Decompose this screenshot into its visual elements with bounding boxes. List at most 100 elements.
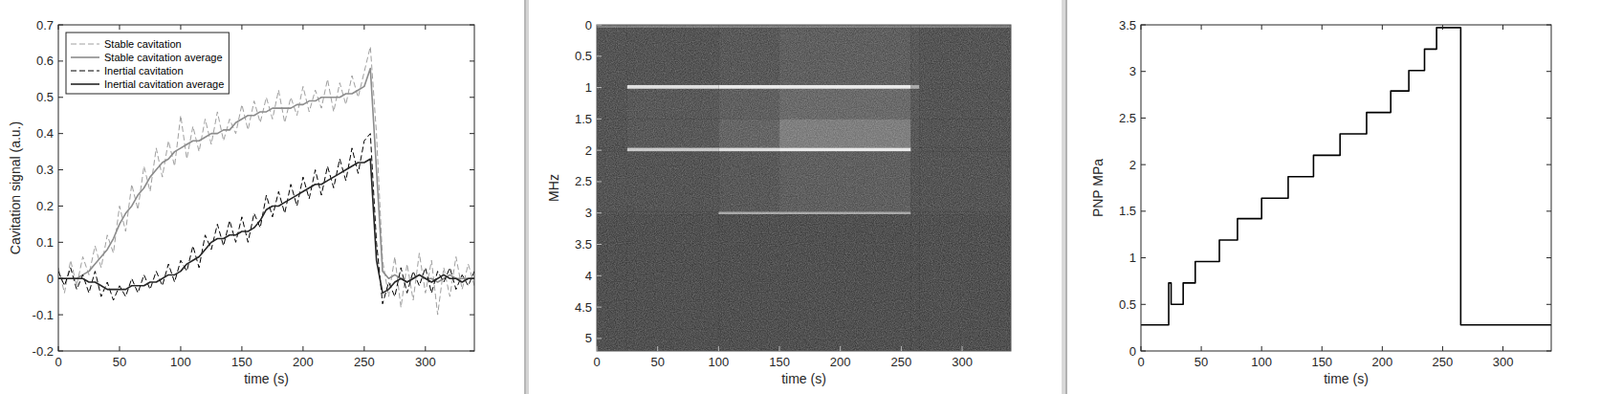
x-tick bbox=[718, 346, 720, 351]
y-tick bbox=[469, 205, 475, 207]
x-tick bbox=[1201, 24, 1203, 30]
y-tick bbox=[596, 55, 602, 57]
x-tick bbox=[241, 346, 242, 351]
x-tick bbox=[1321, 24, 1323, 30]
x-tick-label: 300 bbox=[951, 354, 973, 370]
legend-swatch bbox=[70, 70, 100, 72]
y-tick bbox=[469, 241, 475, 243]
x-tick bbox=[179, 346, 181, 351]
x-tick-label: 250 bbox=[1432, 354, 1454, 370]
y-tick-label: 2.5 bbox=[574, 174, 592, 189]
x-tick bbox=[241, 24, 242, 30]
x-tick-label: 250 bbox=[891, 354, 913, 370]
y-tick bbox=[469, 169, 475, 171]
chart-panel: 050100150200250300-0.2-0.100.10.20.30.40… bbox=[7, 18, 475, 388]
data-group bbox=[1140, 27, 1552, 326]
x-tick bbox=[424, 346, 426, 351]
legend-swatch bbox=[70, 43, 100, 45]
x-tick bbox=[1442, 24, 1444, 30]
axes-frame bbox=[58, 24, 475, 351]
x-tick-label: 250 bbox=[353, 354, 375, 370]
y-tick-label: 1 bbox=[585, 80, 592, 95]
x-tick-label: 0 bbox=[592, 354, 600, 370]
y-tick-label: 2.5 bbox=[1118, 110, 1137, 126]
x-tick bbox=[58, 24, 60, 30]
y-tick bbox=[58, 278, 64, 280]
x-axis-label: time (s) bbox=[1323, 371, 1369, 387]
axes-frame bbox=[596, 24, 1011, 351]
y-tick bbox=[596, 212, 602, 214]
noise-texture bbox=[596, 24, 1011, 351]
plot-area bbox=[58, 24, 475, 351]
x-tick-label: 100 bbox=[708, 354, 730, 370]
x-tick-label: 100 bbox=[1250, 354, 1272, 370]
x-tick-label: 50 bbox=[650, 354, 664, 370]
y-tick bbox=[1546, 210, 1552, 212]
x-tick bbox=[657, 346, 658, 351]
x-tick bbox=[58, 346, 60, 351]
y-tick-label: 4 bbox=[585, 268, 592, 284]
y-tick bbox=[1140, 164, 1146, 166]
x-tick bbox=[1261, 24, 1263, 30]
y-tick bbox=[596, 150, 602, 152]
x-tick-label: 50 bbox=[1194, 354, 1208, 370]
y-tick-label: 0.2 bbox=[36, 198, 54, 214]
legend-label: Inertial cavitation average bbox=[104, 78, 224, 90]
y-tick bbox=[1140, 257, 1146, 259]
y-tick bbox=[58, 314, 64, 316]
figure: 050100150200250300-0.2-0.100.10.20.30.40… bbox=[0, 0, 1600, 394]
plot-area bbox=[1140, 24, 1552, 351]
legend-label: Inertial cavitation bbox=[104, 65, 184, 77]
y-tick bbox=[596, 243, 602, 245]
panel-separator bbox=[524, 0, 529, 394]
y-tick bbox=[58, 205, 64, 207]
x-tick bbox=[900, 346, 902, 351]
x-axis-label: time (s) bbox=[243, 371, 289, 387]
y-tick-label: 3.5 bbox=[574, 237, 592, 252]
y-tick bbox=[1140, 117, 1146, 119]
x-tick bbox=[1502, 24, 1504, 30]
x-axis-label: time (s) bbox=[781, 371, 827, 387]
y-tick-label: 0.5 bbox=[36, 89, 54, 105]
y-tick bbox=[469, 278, 475, 280]
y-tick bbox=[596, 180, 602, 182]
y-tick-label: 4.5 bbox=[574, 300, 592, 315]
x-tick-label: 200 bbox=[292, 354, 314, 370]
x-tick bbox=[363, 346, 365, 351]
y-tick-label: 5 bbox=[585, 330, 592, 346]
x-tick-label: 0 bbox=[1137, 354, 1144, 370]
y-tick-label: 0 bbox=[585, 18, 592, 33]
x-tick bbox=[1201, 346, 1203, 351]
axes-frame bbox=[1140, 24, 1552, 351]
data-group bbox=[596, 24, 1011, 351]
x-tick bbox=[1140, 24, 1142, 30]
x-tick-label: 50 bbox=[112, 354, 127, 370]
legend-swatch bbox=[70, 83, 100, 86]
y-tick bbox=[58, 241, 64, 243]
y-tick bbox=[58, 96, 64, 98]
y-tick bbox=[1546, 304, 1552, 306]
y-tick bbox=[1546, 70, 1552, 72]
x-tick-label: 150 bbox=[231, 354, 253, 370]
y-tick bbox=[1546, 257, 1552, 259]
plot-area bbox=[596, 24, 1011, 351]
y-tick bbox=[1140, 350, 1146, 352]
background bbox=[0, 0, 1600, 394]
legend-swatch bbox=[70, 56, 100, 59]
y-axis-label: PNP MPa bbox=[1090, 158, 1106, 218]
series-line bbox=[58, 67, 475, 283]
y-tick bbox=[1140, 210, 1146, 212]
y-tick bbox=[58, 169, 64, 171]
y-tick bbox=[596, 306, 602, 308]
series-line bbox=[1140, 27, 1552, 326]
y-tick-label: 1.5 bbox=[574, 111, 592, 127]
y-tick bbox=[1140, 304, 1146, 306]
x-tick bbox=[1442, 346, 1444, 351]
y-axis-label: Cavitation signal (a.u.) bbox=[7, 121, 23, 255]
x-tick bbox=[962, 346, 964, 351]
x-tick bbox=[118, 24, 120, 30]
x-tick bbox=[1502, 346, 1504, 351]
x-tick bbox=[1381, 346, 1383, 351]
x-tick bbox=[118, 346, 120, 351]
y-tick bbox=[596, 275, 602, 277]
